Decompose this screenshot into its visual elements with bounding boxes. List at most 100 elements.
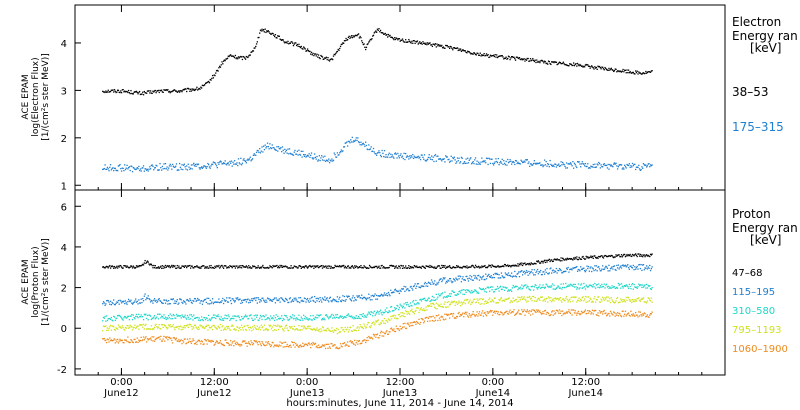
data-point — [262, 326, 264, 328]
data-point — [324, 57, 327, 59]
data-point — [265, 341, 267, 343]
data-point — [437, 319, 439, 322]
data-point — [621, 256, 623, 258]
data-point — [319, 346, 321, 348]
data-point — [117, 324, 120, 326]
data-point — [327, 316, 329, 318]
data-point — [514, 57, 516, 60]
data-point — [136, 300, 138, 303]
data-point — [265, 267, 267, 269]
data-point — [587, 256, 589, 258]
data-point — [302, 300, 304, 303]
data-point — [298, 314, 300, 316]
data-point — [404, 307, 406, 309]
data-point — [365, 299, 368, 301]
data-point — [364, 325, 366, 327]
data-point — [306, 266, 308, 268]
data-point — [638, 72, 641, 74]
data-point — [352, 266, 354, 268]
data-point — [203, 327, 205, 329]
data-point — [400, 39, 402, 41]
data-point — [262, 145, 265, 147]
data-point — [168, 325, 171, 327]
data-point — [627, 266, 630, 269]
data-point — [539, 162, 541, 164]
data-point — [130, 265, 132, 267]
data-point — [529, 289, 532, 291]
data-point — [576, 299, 579, 301]
data-point — [265, 31, 267, 34]
data-point — [125, 339, 127, 341]
data-point — [536, 300, 538, 302]
data-point — [124, 164, 126, 166]
data-point — [299, 46, 301, 48]
data-point — [191, 315, 193, 318]
data-point — [510, 56, 513, 58]
data-point — [523, 285, 525, 287]
data-point — [133, 326, 135, 329]
data-point — [405, 310, 407, 312]
data-point — [503, 265, 505, 268]
data-point — [149, 264, 151, 266]
data-point — [412, 157, 415, 160]
data-point — [272, 264, 274, 267]
data-point — [507, 158, 509, 161]
data-point — [511, 287, 514, 289]
data-point — [503, 313, 505, 315]
data-point — [155, 92, 157, 94]
data-point — [142, 165, 145, 167]
data-point — [414, 304, 416, 306]
data-point — [376, 298, 379, 300]
data-point — [337, 300, 339, 303]
data-point — [309, 50, 311, 53]
data-point — [310, 342, 313, 345]
data-point — [152, 267, 154, 269]
data-point — [486, 266, 488, 269]
data-point — [357, 267, 359, 269]
data-point — [645, 287, 647, 289]
data-point — [286, 299, 288, 301]
data-point — [443, 158, 445, 160]
data-point — [424, 309, 426, 311]
data-point — [141, 340, 143, 342]
data-point — [250, 314, 252, 316]
data-point — [492, 276, 494, 279]
data-point — [221, 61, 223, 63]
data-point — [578, 65, 580, 67]
data-point — [171, 298, 173, 301]
data-point — [650, 297, 653, 299]
data-point — [318, 328, 321, 331]
data-point — [372, 147, 375, 150]
data-point — [317, 159, 320, 161]
data-point — [587, 286, 590, 288]
data-point — [488, 287, 490, 289]
data-point — [160, 166, 162, 169]
data-point — [203, 165, 205, 167]
data-point — [401, 288, 404, 290]
data-point — [524, 273, 526, 275]
data-point — [205, 340, 207, 342]
data-point — [445, 266, 448, 268]
data-point — [410, 267, 412, 269]
data-point — [454, 317, 456, 319]
data-point — [303, 153, 305, 156]
data-point — [265, 314, 267, 316]
data-point — [452, 291, 455, 293]
data-point — [586, 165, 588, 168]
data-point — [358, 339, 361, 342]
data-point — [162, 91, 164, 94]
data-point — [615, 269, 617, 271]
data-point — [202, 343, 204, 346]
data-point — [367, 313, 369, 315]
data-point — [492, 311, 495, 313]
data-point — [423, 310, 426, 312]
data-point — [368, 264, 371, 267]
data-point — [256, 41, 259, 43]
data-point — [255, 316, 258, 318]
data-point — [146, 168, 149, 171]
data-point — [488, 264, 490, 266]
data-point — [195, 341, 197, 343]
data-point — [518, 287, 520, 289]
data-point — [485, 278, 488, 280]
data-point — [323, 317, 325, 319]
